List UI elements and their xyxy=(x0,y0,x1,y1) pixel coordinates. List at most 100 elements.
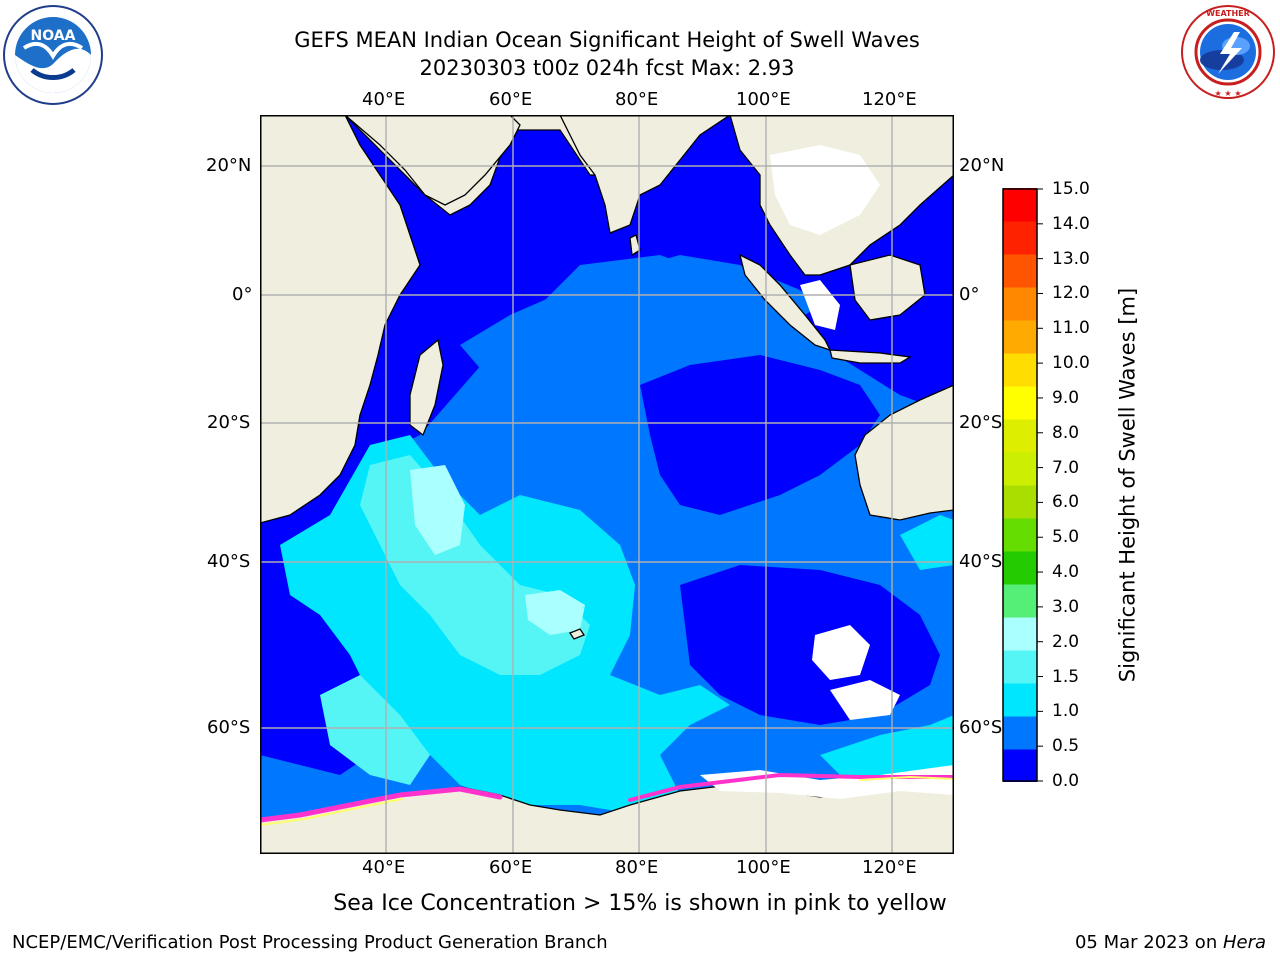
lat-label-left-60s: 60°S xyxy=(207,717,251,738)
sea-ice-pink-edge xyxy=(260,786,503,823)
colorbar-tick-label: 11.0 xyxy=(1052,318,1090,339)
masked-south-ocean-2 xyxy=(830,680,900,720)
colorbar-bin xyxy=(1003,419,1037,453)
colorbar-bin xyxy=(1003,386,1037,420)
sea-ice-note: Sea Ice Concentration > 15% is shown in … xyxy=(333,891,947,916)
lat-label-left-20s: 20°S xyxy=(207,412,251,433)
swell-zone-1-east xyxy=(900,515,954,570)
noaa-logo: NOAA xyxy=(3,5,103,105)
colorbar-bin xyxy=(1003,617,1037,651)
lat-label-right-60s: 60°S xyxy=(959,717,1003,738)
land-kerguelen xyxy=(569,628,585,640)
lat-label-left-40s: 40°S xyxy=(207,551,251,572)
colorbar-bin xyxy=(1003,716,1037,750)
land-arabia xyxy=(344,115,521,206)
generation-date: 05 Mar 2023 on Hera xyxy=(1075,932,1266,954)
colorbar-bin xyxy=(1003,320,1037,354)
lon-label-top-40e: 40°E xyxy=(362,89,406,110)
colorbar-tick-label: 3.0 xyxy=(1052,596,1080,617)
swell-zone-15-south xyxy=(320,675,430,785)
colorbar-bin xyxy=(1003,485,1037,519)
map-frame xyxy=(260,115,954,854)
colorbar-bin xyxy=(1003,551,1037,585)
noaa-text: NOAA xyxy=(31,28,76,44)
colorbar-tick-label: 5.0 xyxy=(1052,527,1080,548)
colorbar-bin xyxy=(1003,221,1037,255)
colorbar-tick-label: 0.5 xyxy=(1052,736,1080,757)
colorbar-tick-label: 1.0 xyxy=(1052,701,1080,722)
colorbar-bin xyxy=(1003,584,1037,618)
graticule xyxy=(260,115,954,854)
masked-land-areas xyxy=(700,145,954,799)
swell-zone-2-kerguelen xyxy=(525,590,585,635)
masked-antarctica-coast xyxy=(700,765,954,799)
generation-date-text: 05 Mar 2023 on xyxy=(1074,932,1223,953)
colorbar-tick-label: 14.0 xyxy=(1052,213,1090,234)
low-swell-east xyxy=(640,355,880,515)
colorbar-tick-label: 13.0 xyxy=(1052,248,1090,269)
colorbar-bin xyxy=(1003,188,1037,222)
swell-zone-2 xyxy=(410,465,465,555)
colorbar-bin xyxy=(1003,518,1037,552)
lon-label-top-100e: 100°E xyxy=(736,89,791,110)
sea-ice-yellow-edge xyxy=(260,798,403,826)
masked-indochina xyxy=(770,145,880,235)
colorbar-tick-label: 8.0 xyxy=(1052,422,1080,443)
forecast-subtitle: 20230303 t00z 024h fcst Max: 2.93 xyxy=(419,56,795,80)
land-australia xyxy=(854,384,954,521)
lon-label-bottom-100e: 100°E xyxy=(736,857,791,878)
lon-label-bottom-80e: 80°E xyxy=(615,857,659,878)
colorbar-bin xyxy=(1003,452,1037,486)
colorbar-tick-label: 9.0 xyxy=(1052,387,1080,408)
sea-ice-fringe xyxy=(260,772,954,826)
colorbar-tick-label: 0.0 xyxy=(1052,771,1080,791)
land-borneo xyxy=(849,254,926,321)
colorbar-tick-label: 1.5 xyxy=(1052,666,1080,687)
producer-credit: NCEP/EMC/Verification Post Processing Pr… xyxy=(12,932,608,953)
land-sri-lanka xyxy=(629,234,641,257)
lon-label-bottom-40e: 40°E xyxy=(362,857,406,878)
colorbar-bin xyxy=(1003,287,1037,321)
colorbar xyxy=(1002,188,1043,782)
colorbar-bin xyxy=(1003,749,1037,782)
lon-label-top-120e: 120°E xyxy=(862,89,917,110)
colorbar-tick-label: 6.0 xyxy=(1052,492,1080,513)
colorbar-tick-label: 12.0 xyxy=(1052,283,1090,304)
lon-label-bottom-120e: 120°E xyxy=(862,857,917,878)
sea-ice-pink-edge-east xyxy=(628,772,954,802)
sea-ice-yellow-edge-east xyxy=(859,775,954,781)
lat-label-left-0: 0° xyxy=(232,284,253,305)
colorbar-tick-label: 7.0 xyxy=(1052,457,1080,478)
land-africa-east xyxy=(260,115,421,524)
land-madagascar xyxy=(409,338,444,437)
land-java xyxy=(829,349,912,364)
swell-height-map xyxy=(260,115,954,854)
svg-text:WEATHER: WEATHER xyxy=(1206,9,1250,18)
colorbar-tick-label: 10.0 xyxy=(1052,353,1090,374)
host-name: Hera xyxy=(1222,932,1266,953)
land-masses xyxy=(260,115,954,854)
lon-label-top-60e: 60°E xyxy=(489,89,533,110)
lon-label-top-80e: 80°E xyxy=(615,89,659,110)
map-title: GEFS MEAN Indian Ocean Significant Heigh… xyxy=(294,28,920,52)
masked-south-ocean-1 xyxy=(812,625,870,680)
colorbar-label: Significant Height of Swell Waves [m] xyxy=(1115,287,1140,683)
masked-malaysia xyxy=(800,280,840,330)
lat-label-right-20n: 20°N xyxy=(959,155,1005,176)
colorbar-bin xyxy=(1003,683,1037,717)
colorbar-frame xyxy=(1002,188,1038,782)
lat-label-left-20n: 20°N xyxy=(206,155,252,176)
colorbar-tick-label: 2.0 xyxy=(1052,631,1080,652)
colorbar-bin xyxy=(1003,650,1037,684)
lat-label-right-20s: 20°S xyxy=(959,412,1003,433)
land-india xyxy=(559,115,732,234)
colorbar-tick-label: 15.0 xyxy=(1052,179,1090,199)
colorbar-tick-label: 4.0 xyxy=(1052,562,1080,583)
colorbar-bin xyxy=(1003,353,1037,387)
lon-label-bottom-60e: 60°E xyxy=(489,857,533,878)
nws-logo: WEATHER ★ ★ ★ xyxy=(1181,5,1275,99)
lat-label-right-40s: 40°S xyxy=(959,551,1003,572)
lat-label-right-0: 0° xyxy=(959,284,980,305)
svg-text:★ ★ ★: ★ ★ ★ xyxy=(1214,89,1241,98)
colorbar-bin xyxy=(1003,254,1037,288)
